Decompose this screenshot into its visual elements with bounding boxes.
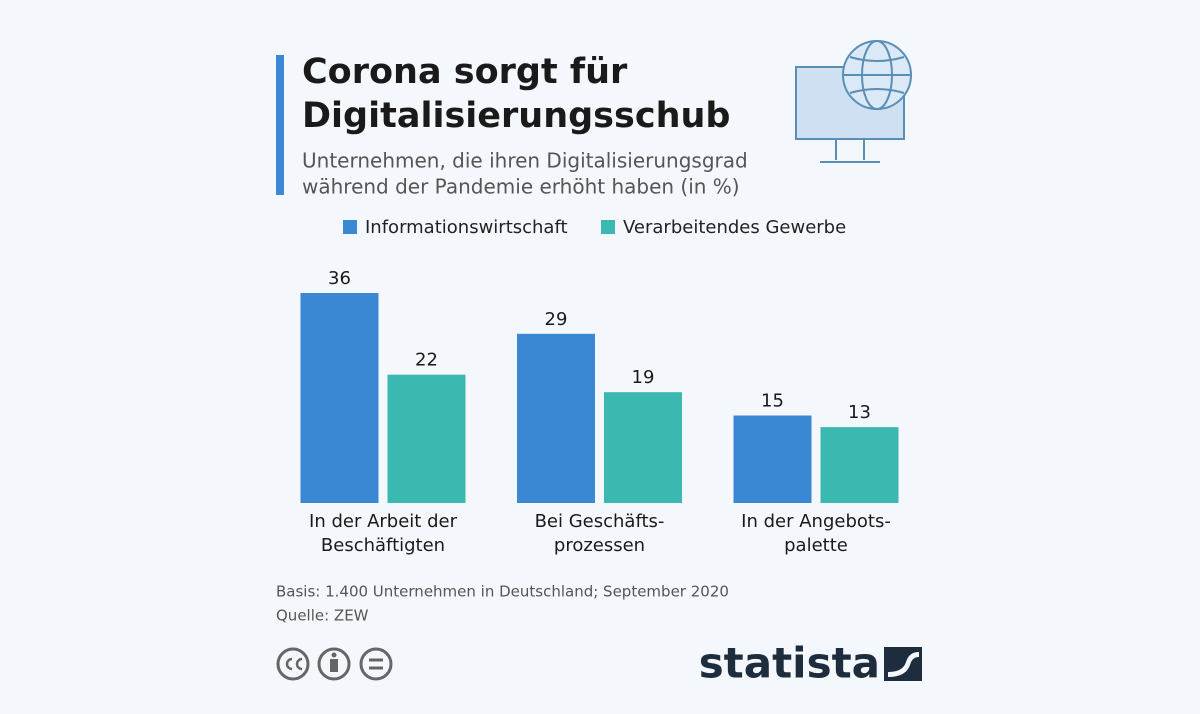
x-tick-label: Beschäftigten: [321, 535, 445, 556]
x-tick-label: In der Arbeit der: [309, 511, 458, 532]
bar: [387, 374, 466, 503]
brand: statista: [699, 639, 880, 688]
x-tick-label: prozessen: [554, 535, 645, 556]
value-label: 19: [632, 367, 655, 388]
value-label: 13: [848, 402, 871, 423]
legend-swatch: [343, 220, 357, 234]
x-tick-label: In der Angebots-: [741, 511, 891, 532]
value-label: 36: [328, 268, 351, 289]
footnote: Quelle: ZEW: [276, 607, 369, 625]
bar: [604, 392, 682, 503]
bar: [300, 293, 379, 503]
chart-title: Corona sorgt für: [302, 52, 628, 92]
legend-label: Informationswirtschaft: [365, 217, 568, 238]
chart-subtitle: während der Pandemie erhöht haben (in %): [302, 175, 740, 199]
chart-title: Digitalisierungsschub: [302, 96, 730, 136]
legend-label: Verarbeitendes Gewerbe: [623, 217, 846, 238]
value-label: 15: [761, 391, 784, 412]
x-tick-label: palette: [784, 535, 848, 556]
brand-icon: [884, 647, 922, 681]
chart-subtitle: Unternehmen, die ihren Digitalisierungsg…: [302, 149, 748, 173]
bar: [820, 427, 899, 503]
x-tick-label: Bei Geschäfts-: [535, 511, 665, 532]
title-accent: [276, 55, 284, 195]
bar: [517, 333, 595, 503]
footnote: Basis: 1.400 Unternehmen in Deutschland;…: [276, 583, 729, 601]
bar: [733, 415, 812, 503]
legend-swatch: [601, 220, 615, 234]
license-icons: [276, 647, 393, 681]
value-label: 22: [415, 350, 438, 371]
monitor-icon: [795, 40, 912, 163]
value-label: 29: [545, 309, 568, 330]
